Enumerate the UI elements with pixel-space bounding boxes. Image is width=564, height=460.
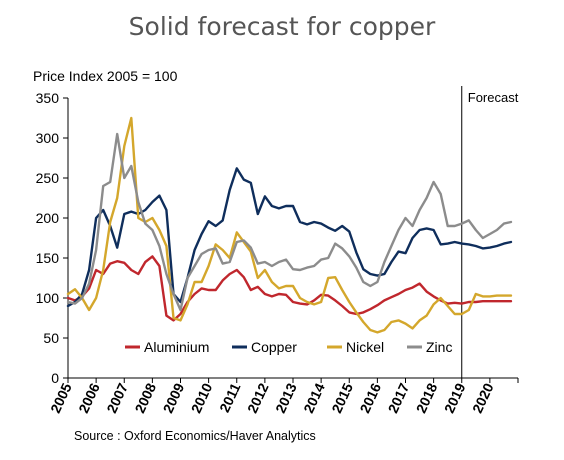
y-tick-label: 0 — [51, 370, 59, 386]
series-line-zinc — [66, 132, 513, 312]
x-tick-label: 2010 — [188, 380, 216, 415]
series-line-nickel — [66, 116, 513, 334]
x-tick-label: 2011 — [216, 380, 243, 414]
legend-label-zinc: Zinc — [426, 339, 452, 355]
y-tick-label: 300 — [36, 130, 60, 146]
x-tick-label: 2020 — [469, 380, 497, 415]
x-tick-label: 2014 — [300, 380, 328, 415]
legend: Aluminium Copper Nickel Zinc — [125, 339, 452, 355]
legend-label-copper: Copper — [251, 339, 297, 355]
x-tick-label: 2019 — [441, 380, 469, 415]
x-tick-label: 2017 — [385, 380, 413, 415]
legend-label-aluminium: Aluminium — [144, 339, 209, 355]
source-note: Source : Oxford Economics/Haver Analytic… — [74, 429, 316, 443]
series-lines — [66, 116, 513, 334]
x-tick-label: 2018 — [413, 380, 441, 415]
y-tick-label: 350 — [36, 90, 60, 106]
forecast-label: Forecast — [468, 90, 519, 105]
y-tick-label: 250 — [36, 170, 60, 186]
x-tick-label: 2013 — [272, 380, 300, 415]
series-line-aluminium — [66, 255, 513, 322]
y-tick-label: 200 — [36, 210, 60, 226]
x-tick-label: 2012 — [244, 380, 272, 415]
y-tick-label: 50 — [43, 330, 59, 346]
y-tick-label: 100 — [36, 290, 60, 306]
y-tick-label: 150 — [36, 250, 60, 266]
x-tick-label: 2008 — [131, 380, 159, 415]
legend-label-nickel: Nickel — [346, 339, 384, 355]
x-tick-label: 2016 — [356, 380, 384, 415]
x-tick-label: 2009 — [160, 380, 188, 415]
chart-title: Solid forecast for copper — [128, 12, 436, 41]
x-tick-label: 2006 — [75, 380, 103, 415]
y-axis-label: Price Index 2005 = 100 — [33, 68, 178, 84]
x-tick-label: 2015 — [328, 380, 356, 415]
x-tick-label: 2007 — [103, 380, 131, 415]
